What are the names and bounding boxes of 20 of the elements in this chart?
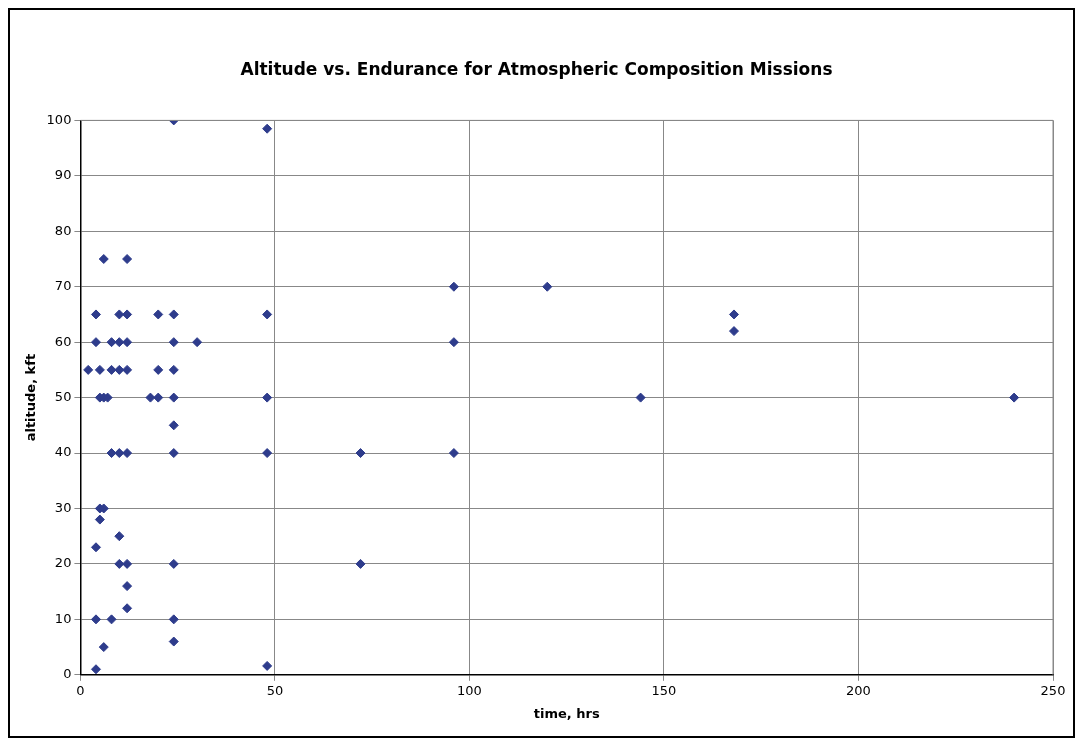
y-tick-label: 100	[46, 111, 72, 127]
y-tick-label: 80	[54, 222, 72, 238]
y-tick-label: 60	[54, 333, 72, 349]
x-tick-label: 100	[457, 682, 482, 698]
y-tick-label: 50	[54, 388, 72, 404]
x-tick-label: 150	[651, 682, 677, 698]
y-axis-title: altitude, kft	[23, 353, 39, 442]
y-tick-label: 70	[54, 278, 72, 294]
x-tick-label: 0	[76, 682, 85, 698]
x-tick-label: 50	[266, 682, 284, 698]
y-tick-label: 0	[63, 666, 72, 682]
x-tick-label: 250	[1040, 682, 1066, 698]
y-tick-label: 20	[54, 555, 72, 571]
y-tick-label: 10	[54, 610, 72, 626]
x-tick-label: 200	[846, 682, 871, 698]
y-tick-label: 30	[54, 499, 72, 515]
y-tick-label: 40	[54, 444, 72, 460]
y-tick-label: 90	[54, 167, 72, 183]
x-axis-title: time, hrs	[533, 705, 600, 721]
chart-title: Altitude vs. Endurance for Atmospheric Composition Missions	[240, 58, 833, 79]
